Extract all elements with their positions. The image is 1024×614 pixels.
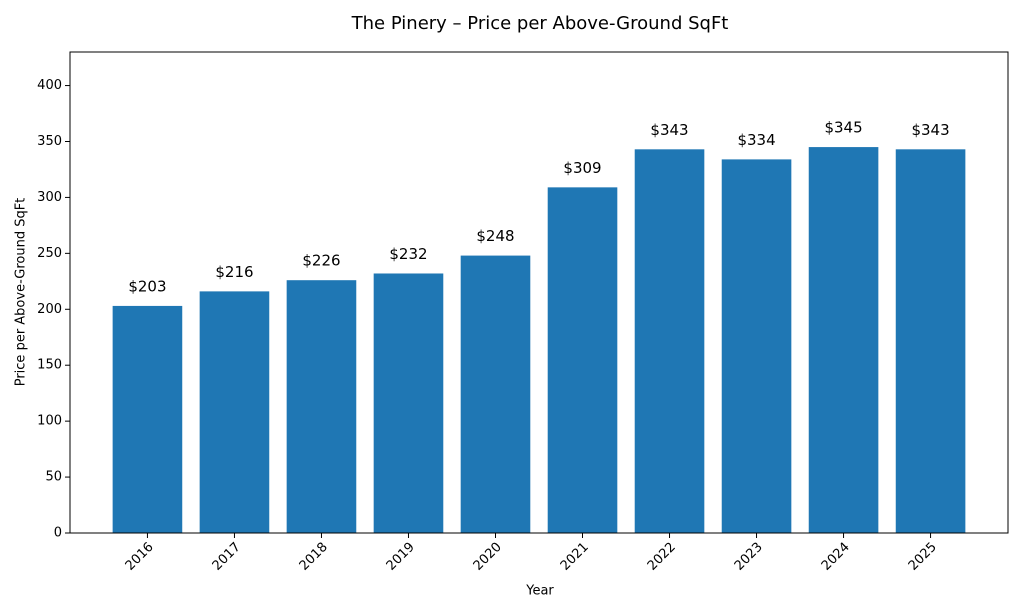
x-tick-label: 2019 [384,540,418,574]
y-tick-label: 0 [54,526,62,541]
bar [721,159,792,533]
y-tick-label: 400 [37,78,62,93]
value-label: $226 [302,252,340,270]
bar [895,149,966,533]
x-tick-label: 2018 [297,540,331,574]
x-tick-label: 2021 [558,540,592,574]
value-label: $216 [215,263,253,281]
x-axis-label: Year [525,584,554,599]
bar [112,305,183,533]
y-tick-label: 200 [37,302,62,317]
x-tick-label: 2025 [906,540,940,574]
y-tick-label: 250 [37,246,62,261]
value-label: $343 [650,121,688,139]
x-tick-label: 2022 [645,540,679,574]
value-label: $334 [737,131,775,149]
x-tick-label: 2016 [123,540,157,574]
bar [634,149,705,533]
value-label: $345 [824,119,862,137]
value-label: $203 [128,277,166,295]
x-tick-label: 2023 [732,540,766,574]
x-tick-label: 2020 [471,540,505,574]
chart-title: The Pinery – Price per Above-Ground SqFt [351,13,729,34]
y-tick-label: 50 [45,470,62,485]
bar [808,147,879,533]
value-label: $309 [563,159,601,177]
bar [199,291,270,533]
bar [286,280,357,533]
bar [547,187,618,533]
y-tick-label: 350 [37,134,62,149]
x-tick-label: 2017 [210,540,244,574]
x-tick-label: 2024 [819,540,853,574]
value-label: $248 [476,227,514,245]
y-tick-label: 300 [37,190,62,205]
value-label: $232 [389,245,427,263]
value-label: $343 [911,121,949,139]
y-axis-label: Price per Above-Ground SqFt [14,198,29,387]
bar [373,273,444,533]
bar [460,255,531,533]
y-tick-label: 150 [37,358,62,373]
plot-frame [69,51,1009,534]
y-tick-label: 100 [37,414,62,429]
